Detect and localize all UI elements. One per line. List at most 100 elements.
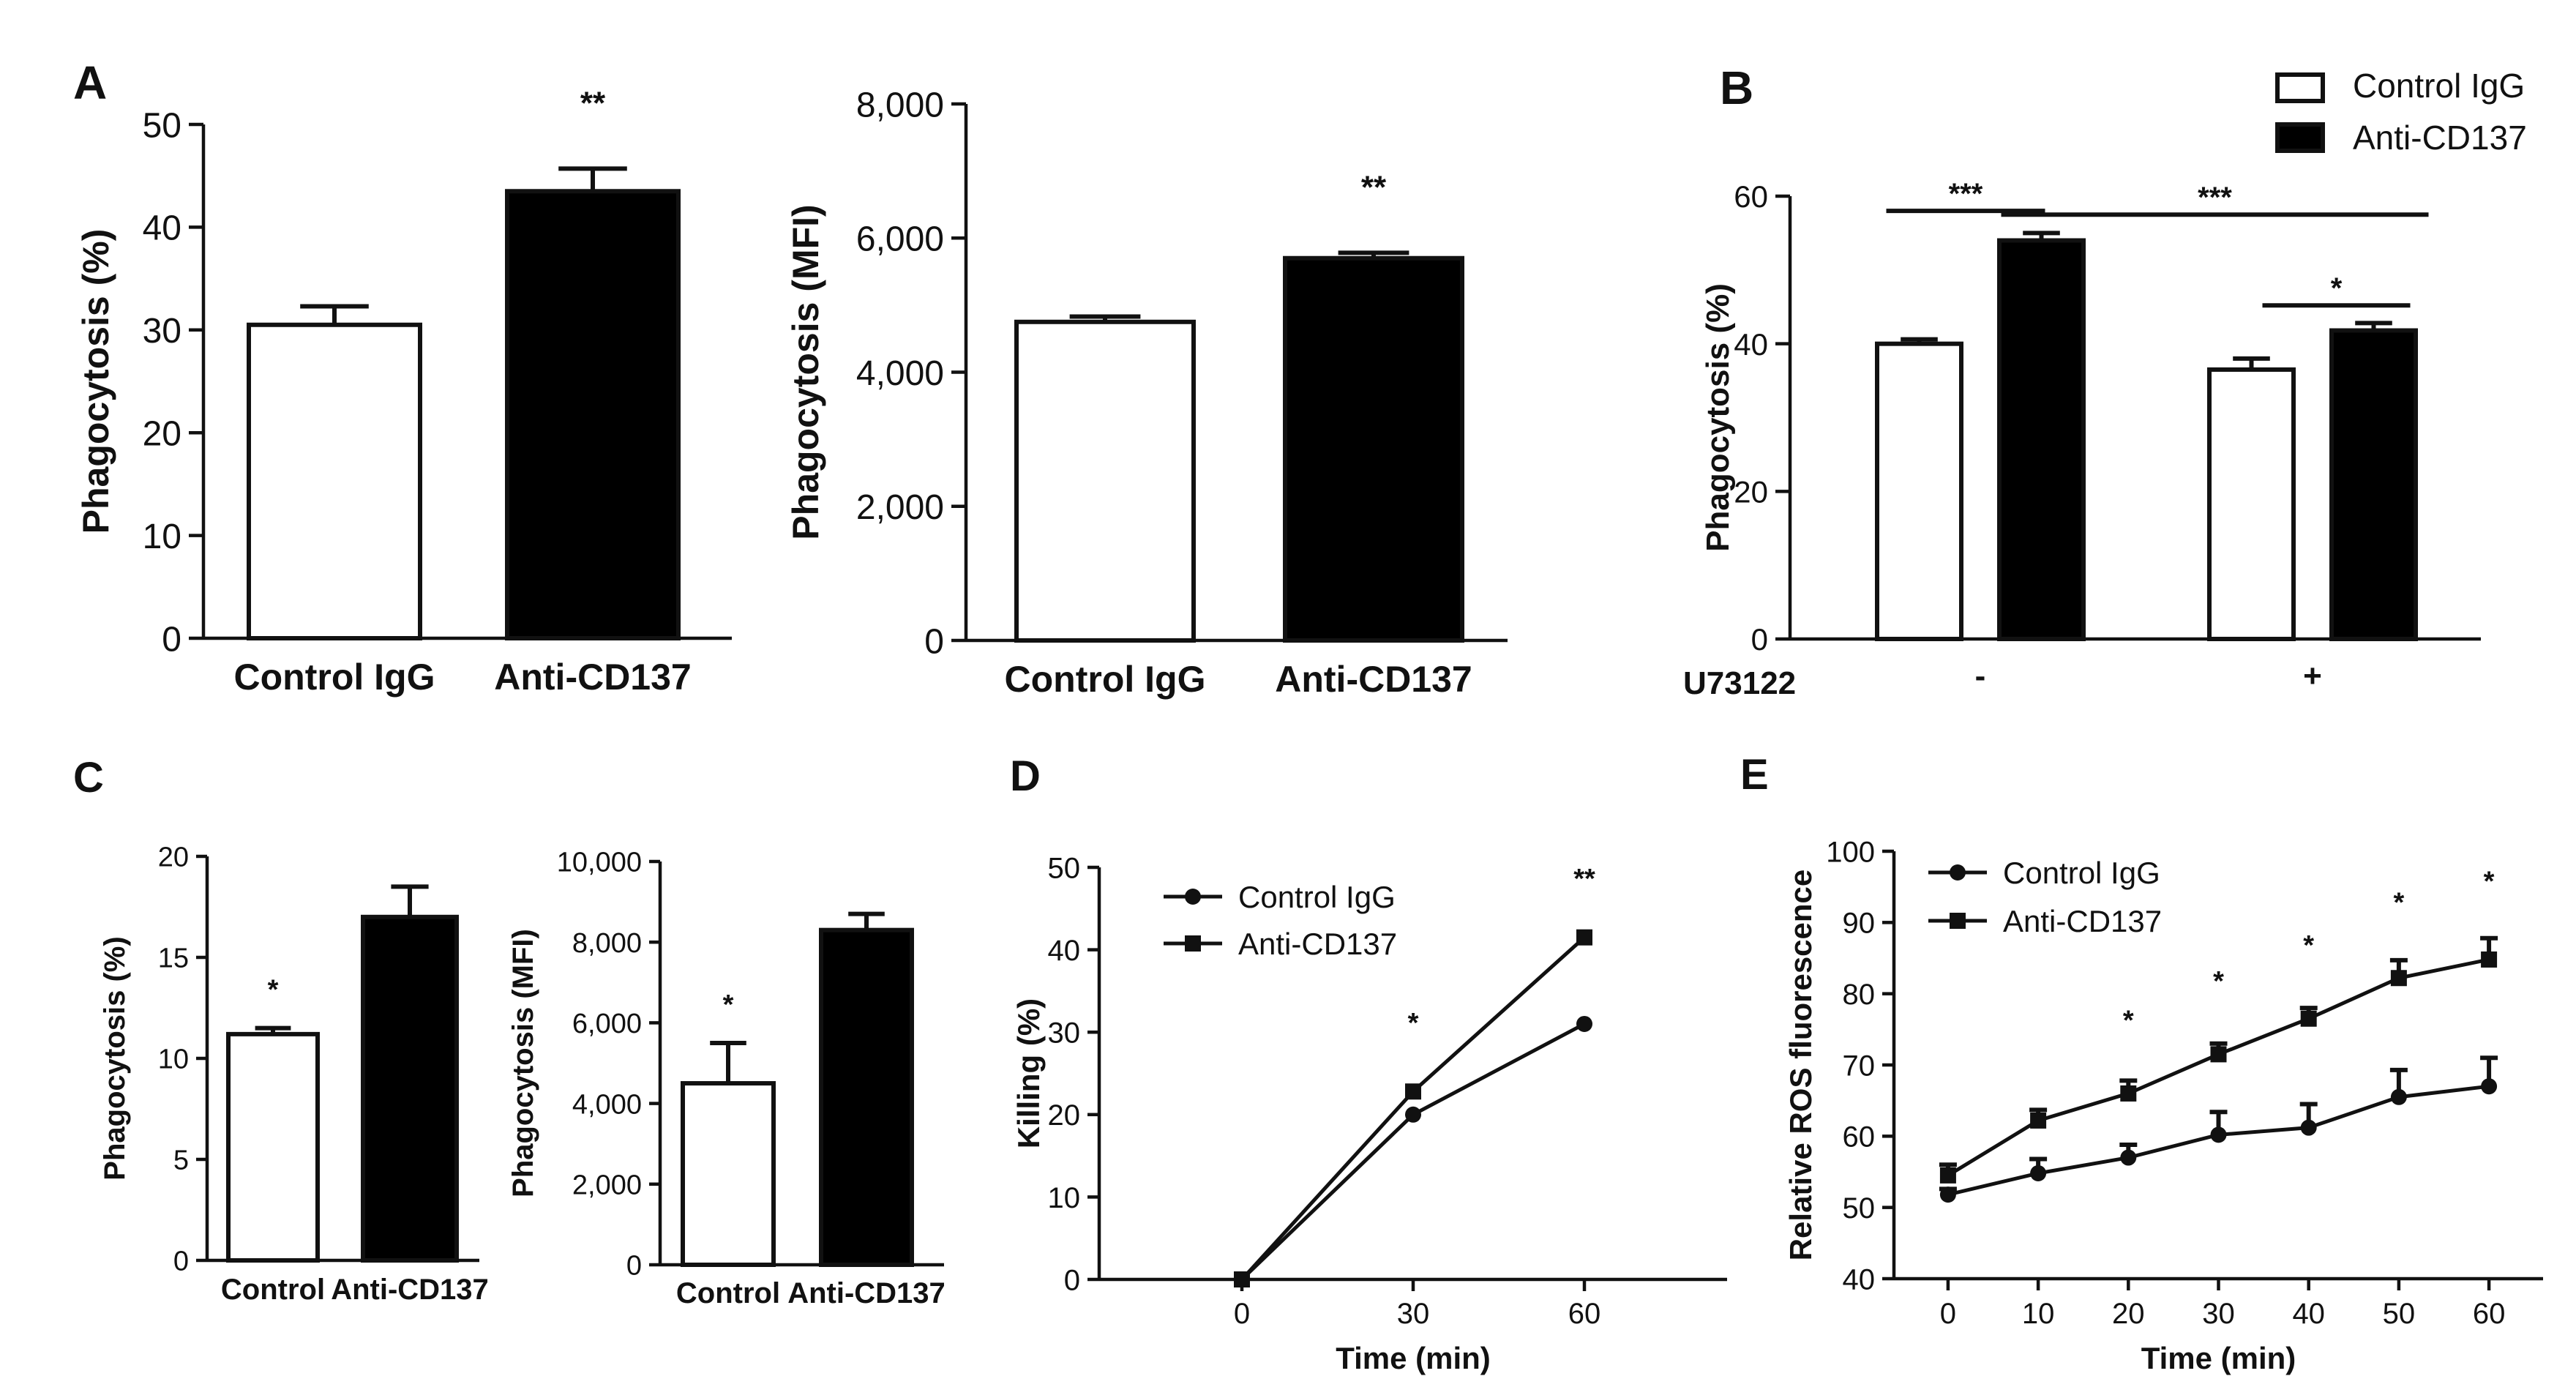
- y-tick-label: 60: [1843, 1121, 1876, 1154]
- group-axis-label: U73122: [1683, 665, 1796, 701]
- y-tick-label: 6,000: [856, 220, 944, 259]
- significance-marker: *: [2331, 272, 2343, 304]
- y-tick-label: 10: [143, 517, 181, 556]
- x-category-label: Anti-CD137: [1275, 659, 1472, 700]
- legend-label: Anti-CD137: [2003, 904, 2162, 938]
- y-tick-label: 2,000: [856, 488, 944, 527]
- y-tick-label: 80: [1843, 979, 1876, 1011]
- significance-marker: ***: [2198, 182, 2232, 214]
- data-point-treated: [2481, 951, 2498, 968]
- legend-marker: [1950, 913, 1966, 929]
- y-tick-label: 50: [143, 106, 181, 145]
- data-point-control: [2030, 1165, 2047, 1181]
- bar-treated: [1283, 255, 1464, 643]
- legend-label: Control IgG: [2003, 856, 2160, 890]
- bar-treated: [1997, 238, 2086, 641]
- y-tick-label: 0: [924, 622, 944, 661]
- x-tick-label: 60: [2473, 1298, 2506, 1330]
- bar-control: [681, 1081, 776, 1268]
- y-tick-label: 15: [158, 943, 189, 974]
- x-tick-label: 30: [2202, 1298, 2235, 1330]
- data-point-treated: [2210, 1046, 2227, 1063]
- y-tick-label: 0: [162, 620, 181, 659]
- panel-label: E: [1740, 751, 1769, 799]
- data-point-control: [2210, 1126, 2227, 1143]
- bar-control: [1014, 319, 1196, 643]
- bar-treated: [2329, 328, 2418, 641]
- significance-marker: **: [1361, 169, 1387, 205]
- panel-a2: 0 2,000 4,000 6,000 8,000 Phagocytosis (MFI) C…: [785, 86, 1508, 700]
- y-tick-label: 30: [143, 312, 181, 351]
- x-tick-label: 20: [2112, 1298, 2145, 1330]
- bar-control: [247, 322, 422, 640]
- x-tick-label: 30: [1397, 1298, 1430, 1330]
- y-tick-label: 6,000: [572, 1009, 642, 1039]
- legend-label: Anti-CD137: [1238, 927, 1397, 961]
- x-axis-label: Time (min): [2141, 1341, 2296, 1375]
- y-tick-label: 4,000: [572, 1089, 642, 1120]
- x-axis-label: Time (min): [1336, 1341, 1491, 1375]
- y-tick-label: 4,000: [856, 354, 944, 393]
- y-axis-label: Killing (%): [1011, 998, 1046, 1148]
- y-tick-label: 0: [1064, 1264, 1080, 1296]
- panel-a1: A 0 10 20 30 40 50 Phagocytosis (%) Control IgG A…: [73, 56, 732, 698]
- panel-label: C: [73, 754, 104, 801]
- x-category-label: Control: [221, 1274, 325, 1306]
- data-point-treated: [2030, 1112, 2047, 1129]
- y-tick-label: 2,000: [572, 1170, 642, 1200]
- y-tick-label: 0: [626, 1251, 642, 1282]
- y-tick-label: 20: [1734, 474, 1768, 509]
- x-category-label: Anti-CD137: [494, 657, 691, 698]
- y-tick-label: 10: [158, 1044, 189, 1075]
- data-point-control: [2390, 1088, 2407, 1105]
- y-tick-label: 70: [1843, 1050, 1876, 1082]
- y-tick-label: 0: [173, 1246, 189, 1277]
- data-point-control: [1576, 1015, 1592, 1032]
- x-category-label: Control IgG: [234, 657, 435, 698]
- significance-marker: **: [580, 85, 606, 121]
- panel-label: A: [73, 56, 107, 109]
- significance-marker: *: [1408, 1008, 1419, 1039]
- x-tick-label: 60: [1568, 1298, 1601, 1330]
- y-tick-label: 10: [1048, 1182, 1081, 1214]
- y-axis-label: Relative ROS fluorescence: [1783, 870, 1818, 1261]
- significance-marker: ***: [1949, 178, 1983, 210]
- significance-marker: *: [2303, 930, 2314, 961]
- significance-marker: *: [723, 990, 734, 1020]
- y-tick-label: 40: [1843, 1263, 1876, 1296]
- bar-control: [2207, 367, 2296, 641]
- data-point-control: [1405, 1106, 1421, 1123]
- legend-swatch-treated: [2275, 122, 2325, 153]
- y-tick-label: 0: [1751, 622, 1768, 657]
- significance-marker: *: [2123, 1005, 2134, 1036]
- panel-label: D: [1010, 752, 1041, 800]
- bar-treated: [505, 189, 681, 640]
- y-tick-label: 10,000: [557, 848, 642, 878]
- significance-marker: *: [268, 975, 279, 1006]
- x-group-label: -: [1975, 658, 1986, 694]
- x-tick-label: 0: [1234, 1298, 1250, 1330]
- bar-control: [226, 1031, 320, 1263]
- significance-marker: *: [2213, 966, 2224, 997]
- plot-legend: Control IgG Anti-CD137: [1928, 856, 2162, 938]
- y-tick-label: 100: [1826, 836, 1875, 868]
- data-point-control: [2120, 1149, 2137, 1166]
- data-point-treated: [1576, 929, 1592, 946]
- x-group-label: +: [2303, 658, 2322, 694]
- legend-marker: [1950, 864, 1966, 881]
- y-tick-label: 20: [1048, 1099, 1081, 1132]
- plot-legend: Control IgG Anti-CD137: [1164, 880, 1397, 961]
- bar-treated: [361, 914, 459, 1263]
- x-tick-label: 40: [2292, 1298, 2325, 1330]
- y-tick-label: 60: [1734, 179, 1768, 214]
- x-category-label: Anti-CD137: [331, 1274, 489, 1306]
- legend-marker: [1185, 889, 1201, 905]
- significance-marker: *: [2484, 867, 2495, 897]
- y-tick-label: 40: [1048, 935, 1081, 967]
- legend-label: Control IgG: [1238, 880, 1396, 914]
- x-tick-label: 10: [2022, 1298, 2055, 1330]
- y-tick-label: 8,000: [572, 928, 642, 959]
